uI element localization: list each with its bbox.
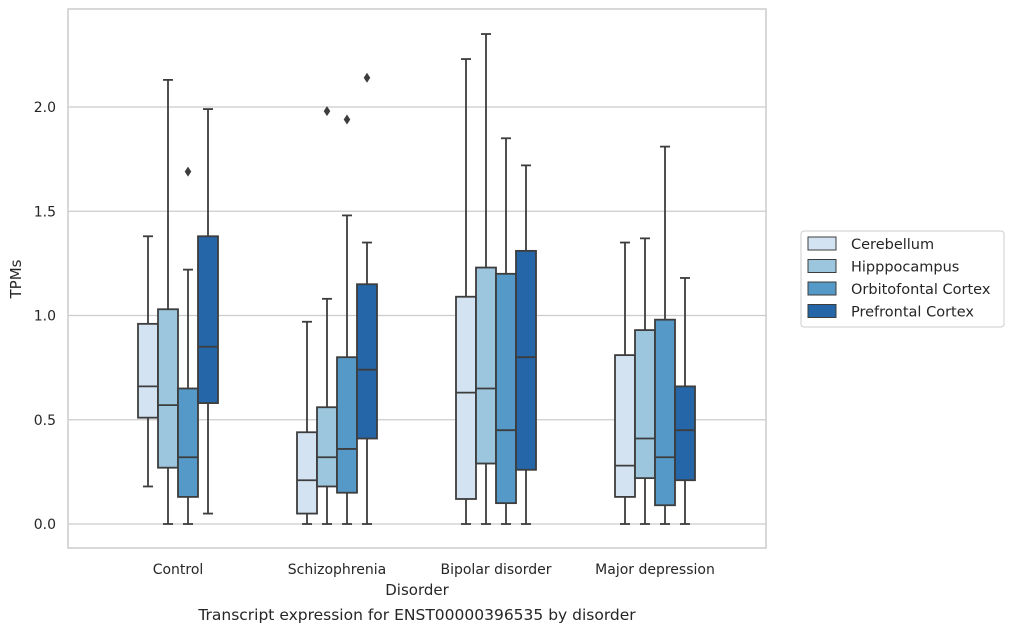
boxes — [137, 33, 696, 525]
box — [137, 322, 159, 419]
box — [455, 295, 477, 500]
box — [296, 431, 318, 515]
box-group — [515, 164, 537, 525]
box-group — [177, 166, 199, 525]
box-group — [674, 277, 696, 525]
x-tick-label: Major depression — [595, 562, 715, 578]
legend-swatch — [807, 259, 837, 273]
box — [336, 356, 358, 494]
box-group — [475, 33, 497, 525]
box-group — [356, 72, 378, 525]
box-group — [634, 237, 656, 525]
y-tick-labels: 0.0 0.5 1.0 1.5 2.0 — [34, 100, 56, 533]
x-tick-label: Bipolar disorder — [440, 562, 551, 578]
box-group — [336, 114, 358, 525]
box-group — [137, 235, 159, 488]
y-tick-label: 1.0 — [34, 309, 56, 325]
x-tick-label: Schizophrenia — [288, 562, 386, 578]
box — [356, 283, 378, 440]
legend-label: Prefrontal Cortex — [851, 305, 974, 321]
box — [614, 354, 636, 498]
outlier-point — [343, 114, 351, 125]
figure-caption: Transcript expression for ENST0000039653… — [198, 606, 636, 624]
y-tick-label: 1.5 — [34, 204, 56, 220]
box — [654, 318, 676, 507]
box-group — [296, 320, 318, 525]
legend: Cerebellum Hipppocampus Orbitofontal Corte… — [800, 230, 1005, 328]
outlier-point — [184, 166, 192, 177]
outlier-point — [323, 106, 331, 117]
legend-swatch — [807, 236, 837, 251]
legend-label: Cerebellum — [851, 237, 934, 253]
x-axis-label: Disorder — [385, 581, 449, 599]
y-tick-label: 2.0 — [34, 100, 56, 116]
box — [515, 249, 537, 471]
box-group — [495, 137, 517, 525]
box — [674, 385, 696, 482]
box-group — [654, 145, 676, 525]
x-tick-label: Control — [153, 562, 204, 578]
box — [495, 272, 517, 505]
box-group — [455, 58, 477, 525]
box-group — [614, 241, 636, 525]
box — [197, 235, 219, 404]
legend-label: Orbitofontal Cortex — [851, 282, 991, 298]
y-tick-label: 0.5 — [34, 413, 56, 429]
outlier-point — [363, 72, 371, 83]
y-axis-label: TPMs — [7, 259, 25, 299]
box — [177, 387, 199, 498]
box-group — [316, 106, 338, 525]
box — [634, 329, 656, 480]
legend-swatch — [807, 281, 837, 296]
legend-swatch — [807, 304, 837, 318]
box-group — [157, 78, 179, 525]
x-tick-labels: Control Schizophrenia Bipolar disorder Majo… — [153, 562, 715, 578]
box — [316, 406, 338, 488]
plot-frame — [67, 8, 767, 549]
box — [157, 308, 179, 469]
box — [475, 266, 497, 465]
legend-frame — [800, 230, 1005, 328]
legend-label: Hipppocampus — [851, 260, 959, 276]
y-tick-label: 0.0 — [34, 517, 56, 533]
box-group — [197, 108, 219, 515]
